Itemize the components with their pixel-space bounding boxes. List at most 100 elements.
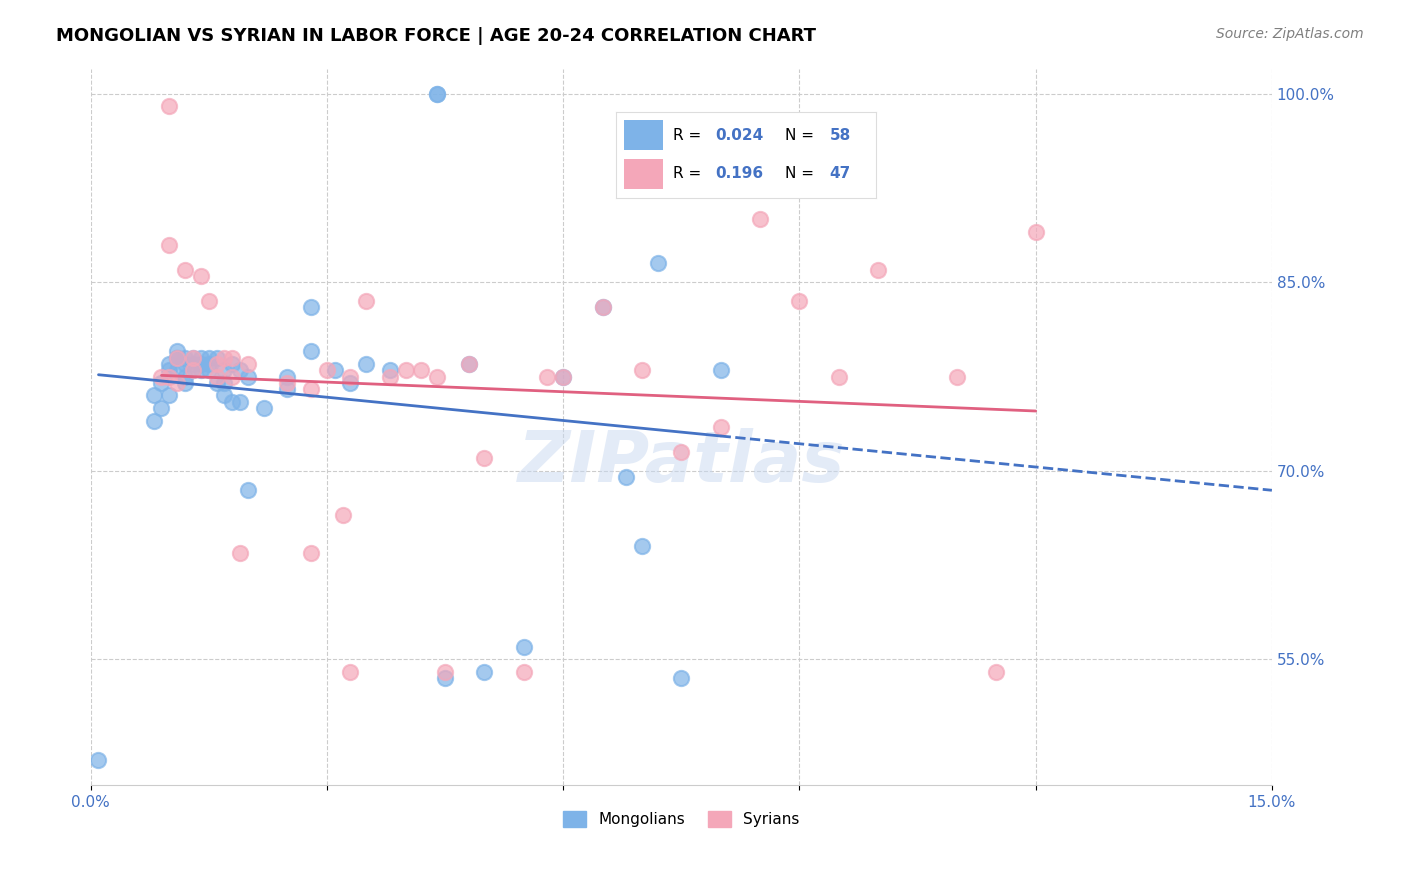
Point (378, 363, 401, 377)
Point (299, 545, 322, 559)
Point (339, 376, 361, 390)
Point (426, 87, 449, 101)
Point (513, 640, 536, 654)
Point (394, 363, 416, 377)
Point (339, 369, 361, 384)
Point (166, 376, 188, 390)
Point (631, 539, 654, 553)
Point (513, 665, 536, 679)
Point (157, 369, 180, 384)
Point (253, 401, 276, 415)
Point (236, 357, 259, 371)
Point (339, 665, 361, 679)
Point (190, 351, 212, 365)
Point (946, 369, 969, 384)
Point (157, 388, 180, 402)
Point (710, 419, 733, 434)
Point (181, 363, 204, 377)
Point (157, 363, 180, 377)
Point (142, 413, 165, 427)
Point (299, 301, 322, 315)
Point (221, 369, 243, 384)
Point (276, 376, 298, 390)
Point (205, 369, 228, 384)
Point (174, 262, 197, 277)
Point (354, 294, 377, 309)
Point (592, 301, 614, 315)
Point (323, 363, 346, 377)
Point (197, 351, 219, 365)
Point (868, 262, 890, 277)
Point (221, 394, 243, 409)
Point (986, 665, 1008, 679)
Point (614, 470, 637, 484)
Point (236, 369, 259, 384)
Point (205, 351, 228, 365)
Point (434, 671, 457, 685)
Point (315, 363, 337, 377)
Point (299, 382, 322, 396)
Point (157, 357, 180, 371)
Point (457, 357, 479, 371)
Point (166, 351, 188, 365)
Point (434, 665, 457, 679)
Point (229, 545, 252, 559)
Point (214, 376, 236, 390)
Text: Source: ZipAtlas.com: Source: ZipAtlas.com (1216, 27, 1364, 41)
Point (157, 237, 180, 252)
Point (190, 357, 212, 371)
Point (553, 369, 575, 384)
Point (553, 369, 575, 384)
Point (1025, 225, 1047, 239)
Point (190, 363, 212, 377)
Point (142, 388, 165, 402)
Point (197, 357, 219, 371)
Point (166, 351, 188, 365)
Point (426, 369, 449, 384)
Point (190, 268, 212, 283)
Point (214, 363, 236, 377)
Point (647, 256, 669, 270)
Point (221, 357, 243, 371)
Point (332, 508, 354, 522)
Point (214, 351, 236, 365)
Point (150, 376, 173, 390)
Point (150, 401, 173, 415)
Point (536, 369, 558, 384)
Point (749, 212, 772, 227)
Point (671, 445, 693, 459)
Point (197, 294, 219, 309)
Point (299, 344, 322, 359)
Point (789, 294, 811, 309)
Point (276, 369, 298, 384)
Point (87, 753, 110, 767)
Point (671, 671, 693, 685)
Point (474, 665, 496, 679)
Point (197, 363, 219, 377)
Point (426, 87, 449, 101)
Point (174, 357, 197, 371)
Point (411, 363, 433, 377)
Point (181, 351, 204, 365)
Point (205, 376, 228, 390)
Point (166, 363, 188, 377)
Point (205, 357, 228, 371)
Point (457, 357, 479, 371)
Legend: Mongolians, Syrians: Mongolians, Syrians (555, 804, 807, 835)
Point (166, 344, 188, 359)
Point (710, 363, 733, 377)
Point (181, 363, 204, 377)
Point (150, 369, 173, 384)
Point (181, 351, 204, 365)
Point (174, 351, 197, 365)
Point (181, 357, 204, 371)
Point (214, 388, 236, 402)
Point (174, 369, 197, 384)
Text: MONGOLIAN VS SYRIAN IN LABOR FORCE | AGE 20-24 CORRELATION CHART: MONGOLIAN VS SYRIAN IN LABOR FORCE | AGE… (56, 27, 817, 45)
Text: ZIPatlas: ZIPatlas (517, 428, 845, 497)
Point (631, 363, 654, 377)
Point (828, 369, 851, 384)
Point (157, 99, 180, 113)
Point (166, 351, 188, 365)
Point (378, 369, 401, 384)
